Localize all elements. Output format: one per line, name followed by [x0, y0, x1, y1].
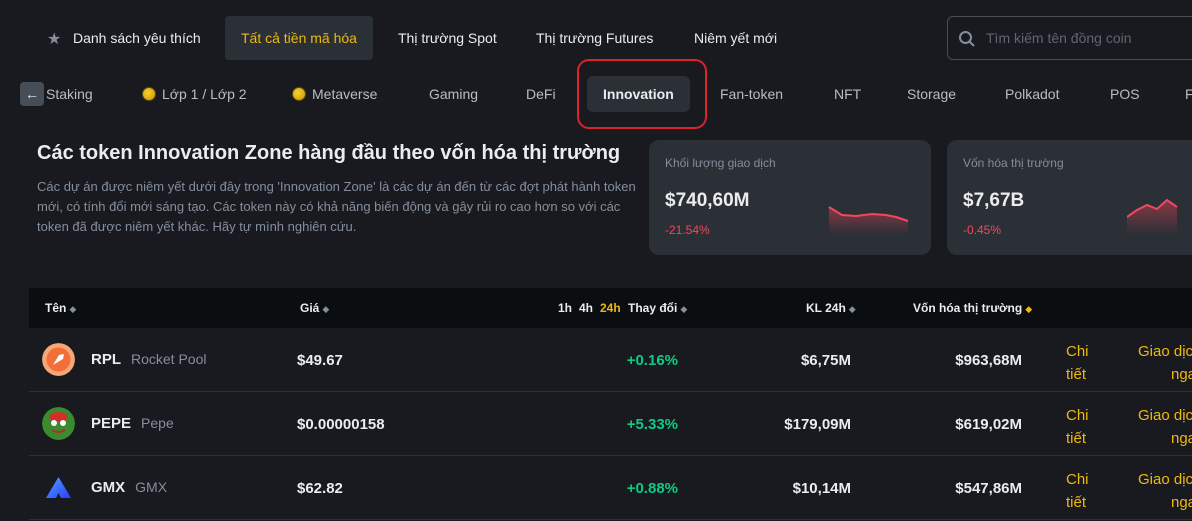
trade-now-link[interactable]: Giao dịchngay [1138, 343, 1192, 383]
tab-spot-market[interactable]: Thị trường Spot [398, 30, 497, 46]
category-defi[interactable]: DeFi [526, 86, 556, 102]
detail-link[interactable]: Chi tiết [1066, 343, 1089, 383]
category-layer1-layer2[interactable]: Lớp 1 / Lớp 2 [142, 74, 247, 114]
period-24h[interactable]: 24h [600, 301, 621, 315]
card-value: $7,67B [963, 190, 1025, 211]
sort-icon: ◆ [69, 304, 77, 314]
category-gaming[interactable]: Gaming [429, 86, 479, 102]
token-price: $62.82 [297, 480, 343, 497]
tab-new-listings[interactable]: Niêm yết mới [694, 30, 778, 46]
token-volume: $179,09M [784, 416, 851, 433]
category-polkadot[interactable]: Polkadot [1005, 86, 1060, 102]
pepe-logo-icon [42, 407, 75, 440]
rocket-pool-logo-icon [42, 343, 75, 376]
highlight-annotation [577, 59, 707, 129]
token-volume: $10,14M [792, 480, 851, 497]
trade-now-link[interactable]: Giao dịchngay [1138, 407, 1192, 447]
category-label: Lớp 1 / Lớp 2 [162, 86, 247, 102]
period-4h[interactable]: 4h [579, 301, 594, 315]
gmx-logo-icon [46, 477, 71, 498]
card-label: Vốn hóa thị trường [963, 156, 1064, 170]
coin-bag-icon [292, 87, 306, 101]
category-truncated[interactable]: F [1185, 86, 1192, 102]
trading-volume-card[interactable]: Khối lượng giao dịch $740,60M -21.54% [649, 140, 931, 255]
search-box[interactable] [947, 16, 1192, 60]
table-row[interactable]: PEPE Pepe $0.00000158 +5.33% $179,09M $61… [29, 392, 1192, 456]
table-header: Tên ◆ Giá ◆ 1h 4h 24h Thay đổi ◆ KL 24h ◆ Vố… [29, 288, 1192, 328]
token-market-cap: $963,68M [955, 352, 1022, 369]
token-symbol: RPL Rocket Pool [91, 351, 207, 368]
category-fan-token[interactable]: Fan-token [720, 86, 784, 102]
category-staking[interactable]: Staking [46, 86, 93, 102]
category-nft[interactable]: NFT [834, 86, 862, 102]
search-input[interactable] [986, 17, 1192, 59]
token-name: Pepe [141, 415, 174, 431]
table-row[interactable]: RPL Rocket Pool $49.67 +0.16% $6,75M $963… [29, 328, 1192, 392]
token-market-cap: $619,02M [955, 416, 1022, 433]
table-row[interactable]: GMX GMX $62.82 +0.88% $10,14M $547,86M Ch… [29, 456, 1192, 520]
card-change: -0.45% [963, 223, 1002, 237]
scroll-left-arrow-icon[interactable]: ← [20, 82, 44, 106]
tab-futures-market[interactable]: Thị trường Futures [536, 30, 654, 46]
token-price: $49.67 [297, 352, 343, 369]
token-price: $0.00000158 [297, 416, 385, 433]
token-volume: $6,75M [800, 352, 851, 369]
token-symbol: PEPE Pepe [91, 415, 174, 432]
coin-bag-icon [142, 87, 156, 101]
market-top-nav: ★ Danh sách yêu thích Tất cả tiền mã hóa… [0, 14, 1192, 62]
sort-icon: ◆ [848, 304, 856, 314]
token-name: GMX [135, 479, 168, 495]
token-change: +5.33% [626, 416, 678, 433]
trade-now-link[interactable]: Giao dịchngay [1138, 471, 1192, 511]
column-header-change[interactable]: Thay đổi ◆ [628, 301, 688, 315]
sort-icon: ◆ [1025, 304, 1033, 314]
search-icon [959, 31, 975, 47]
detail-link[interactable]: Chi tiết [1066, 471, 1089, 511]
star-icon[interactable]: ★ [47, 31, 62, 48]
sparkline-chart [1127, 198, 1178, 235]
token-change: +0.16% [626, 352, 678, 369]
category-innovation[interactable]: Innovation [587, 76, 690, 112]
card-label: Khối lượng giao dịch [665, 156, 776, 170]
period-1h[interactable]: 1h [558, 301, 573, 315]
sort-icon: ◆ [322, 304, 330, 314]
tab-all-crypto[interactable]: Tất cả tiền mã hóa [225, 16, 373, 60]
column-header-name[interactable]: Tên ◆ [45, 301, 77, 315]
page-title: Các token Innovation Zone hàng đầu theo … [37, 142, 621, 164]
category-pos[interactable]: POS [1110, 86, 1140, 102]
page-description: Các dự án được niêm yết dưới đây trong '… [37, 179, 636, 234]
category-metaverse[interactable]: Metaverse [292, 74, 377, 114]
sparkline-chart [828, 206, 909, 235]
column-header-volume[interactable]: KL 24h ◆ [806, 301, 856, 315]
token-market-cap: $547,86M [955, 480, 1022, 497]
market-cap-card[interactable]: Vốn hóa thị trường $7,67B -0.45% [947, 140, 1192, 255]
token-name: Rocket Pool [131, 351, 207, 367]
card-value: $740,60M [665, 190, 750, 211]
category-bar: ← Staking Lớp 1 / Lớp 2 Metaverse Gaming… [0, 74, 1192, 114]
column-header-market-cap[interactable]: Vốn hóa thị trường ◆ [913, 301, 1033, 315]
token-symbol: GMX GMX [91, 479, 168, 496]
detail-link[interactable]: Chi tiết [1066, 407, 1089, 447]
category-label: Metaverse [312, 86, 378, 102]
token-table: Tên ◆ Giá ◆ 1h 4h 24h Thay đổi ◆ KL 24h ◆ Vố… [29, 288, 1192, 521]
card-change: -21.54% [665, 223, 710, 237]
category-storage[interactable]: Storage [907, 86, 957, 102]
sort-icon: ◆ [680, 304, 688, 314]
column-header-price[interactable]: Giá ◆ [300, 301, 330, 315]
tab-favorites[interactable]: Danh sách yêu thích [73, 30, 201, 46]
token-change: +0.88% [626, 480, 678, 497]
